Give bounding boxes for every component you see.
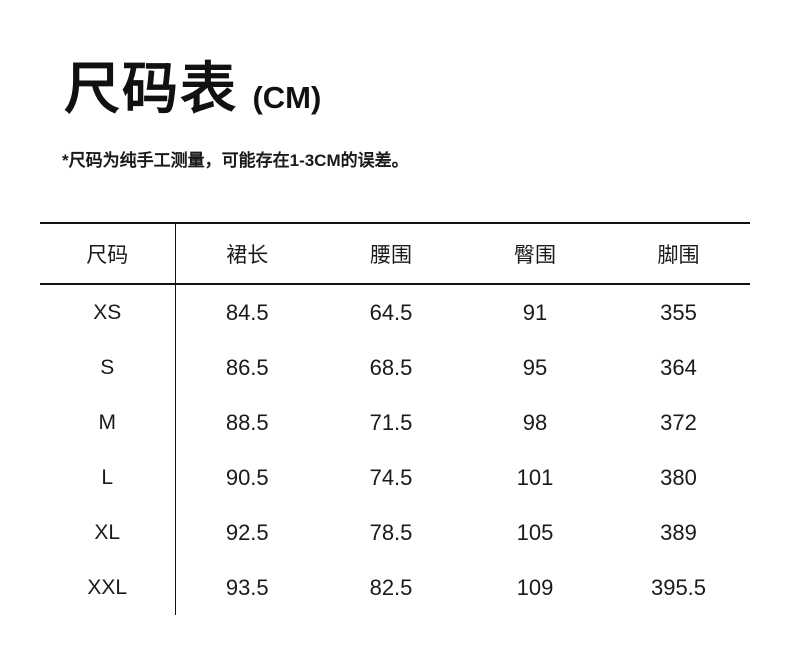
value-cell: 71.5 (369, 409, 413, 435)
value-cell: 101 (516, 464, 554, 490)
value-cell: 93.5 (225, 574, 269, 600)
column-header-waist: 腰围 (319, 222, 463, 285)
value-cell: 91 (522, 299, 548, 325)
size-chart-title: 尺码表 (64, 57, 238, 120)
value-cell: 90.5 (225, 464, 269, 490)
value-cell: 88.5 (225, 409, 269, 435)
size-cell: XXL (40, 560, 176, 615)
value-cell: 364 (660, 354, 697, 380)
table-row: M 88.5 71.5 98 372 (40, 395, 750, 450)
value-cell: 380 (660, 464, 697, 490)
table-row: XL 92.5 78.5 105 389 (40, 505, 750, 560)
value-cell: 68.5 (369, 354, 413, 380)
table-row: XXL 93.5 82.5 109 395.5 (40, 560, 750, 615)
page-title: 尺码表 (CM) (64, 44, 321, 125)
column-header-size: 尺码 (40, 222, 176, 285)
table-row: S 86.5 68.5 95 364 (40, 340, 750, 395)
value-cell: 109 (516, 574, 554, 600)
size-cell: L (40, 450, 176, 505)
unit-label: (CM) (252, 80, 322, 115)
table-row: XS 84.5 64.5 91 355 (40, 284, 750, 340)
size-cell: M (40, 395, 176, 450)
value-cell: 372 (660, 409, 697, 435)
size-chart-table: 尺码 裙长 腰围 臀围 脚围 XS 84.5 64.5 91 355 S 86.… (40, 222, 750, 615)
value-cell: 64.5 (369, 299, 413, 325)
value-cell: 395.5 (650, 574, 707, 600)
measurement-note: *尺码为纯手工测量，可能存在1-3CM的误差。 (62, 151, 409, 170)
column-header-foot: 脚围 (607, 222, 750, 285)
header-row: 尺码 裙长 腰围 臀围 脚围 (40, 222, 750, 285)
value-cell: 86.5 (225, 354, 269, 380)
value-cell: 355 (660, 299, 697, 325)
column-header-skirt-length: 裙长 (175, 222, 319, 285)
value-cell: 389 (660, 519, 697, 545)
value-cell: 98 (522, 409, 548, 435)
table-row: L 90.5 74.5 101 380 (40, 450, 750, 505)
size-cell: XL (40, 505, 176, 560)
value-cell: 84.5 (225, 299, 269, 325)
value-cell: 95 (522, 354, 548, 380)
value-cell: 78.5 (369, 519, 413, 545)
value-cell: 74.5 (369, 464, 413, 490)
size-cell: XS (40, 284, 176, 340)
size-cell: S (40, 340, 176, 395)
value-cell: 92.5 (225, 519, 269, 545)
column-header-hip: 臀围 (463, 222, 607, 285)
value-cell: 82.5 (369, 574, 413, 600)
value-cell: 105 (516, 519, 554, 545)
